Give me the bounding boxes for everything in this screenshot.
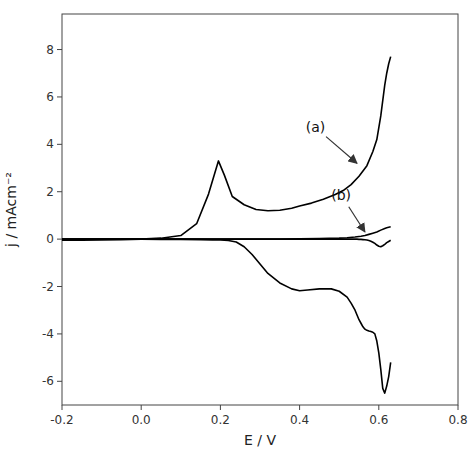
curve bbox=[62, 227, 391, 239]
x-tick-label: 0.6 bbox=[369, 413, 388, 427]
plot-frame bbox=[62, 14, 458, 405]
annotation-arrow bbox=[349, 207, 365, 232]
annotation-text: (b) bbox=[331, 187, 351, 203]
x-tick bbox=[299, 405, 300, 410]
x-tick bbox=[220, 405, 221, 410]
x-tick bbox=[378, 405, 379, 410]
y-tick bbox=[57, 49, 62, 50]
y-tick-label: -2 bbox=[42, 280, 54, 294]
y-axis-label: j / mAcm⁻² bbox=[3, 172, 19, 248]
chart: -0.2 0.0 0.2 0.4 0.6 0.8 -6 -4 -2 0 2 4 6 8 E / V j / m… bbox=[0, 0, 474, 457]
y-tick bbox=[57, 333, 62, 334]
curve bbox=[62, 239, 391, 393]
y-tick-label: 8 bbox=[46, 43, 54, 57]
y-tick-label: 0 bbox=[46, 232, 54, 246]
annotations: (a) (b) bbox=[306, 119, 365, 232]
x-tick-label: 0.4 bbox=[290, 413, 309, 427]
y-tick-label: 2 bbox=[46, 185, 54, 199]
y-tick-label: -6 bbox=[42, 374, 54, 388]
curve bbox=[62, 57, 391, 241]
y-tick-label: -4 bbox=[42, 327, 54, 341]
annotation-arrow bbox=[326, 137, 357, 164]
y-tick bbox=[57, 191, 62, 192]
x-tick-label: 0.2 bbox=[211, 413, 230, 427]
x-tick bbox=[62, 405, 63, 410]
x-tick bbox=[141, 405, 142, 410]
curve bbox=[62, 239, 391, 247]
y-tick bbox=[57, 286, 62, 287]
y-tick-label: 6 bbox=[46, 90, 54, 104]
y-tick bbox=[57, 381, 62, 382]
y-tick bbox=[57, 144, 62, 145]
y-tick bbox=[57, 239, 62, 240]
x-tick-label: -0.2 bbox=[50, 413, 73, 427]
x-tick-label: 0.8 bbox=[448, 413, 467, 427]
x-tick-label: 0.0 bbox=[132, 413, 151, 427]
plot-area bbox=[62, 57, 391, 394]
axes: -0.2 0.0 0.2 0.4 0.6 0.8 -6 -4 -2 0 2 4 6 8 bbox=[42, 43, 468, 427]
x-axis-label: E / V bbox=[244, 432, 276, 448]
y-tick bbox=[57, 96, 62, 97]
annotation-text: (a) bbox=[306, 119, 326, 135]
y-tick-label: 4 bbox=[46, 137, 54, 151]
x-tick bbox=[458, 405, 459, 410]
